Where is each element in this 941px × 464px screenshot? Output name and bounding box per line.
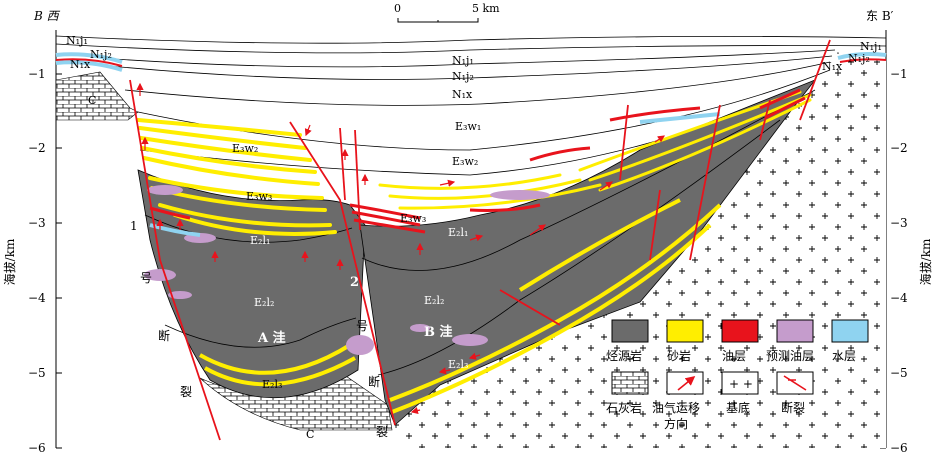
left-tick-4: −4 [28, 291, 46, 305]
right-tick-5: −5 [890, 366, 908, 380]
fault-2 [289, 121, 396, 426]
right-tick-2: −2 [890, 141, 908, 155]
fault2-char-3: 断 [368, 374, 380, 389]
fault1-char-1: 1 [130, 219, 138, 233]
label-nx-center: N₁x [452, 88, 473, 101]
scale-end: 5 km [472, 2, 500, 15]
right-tick-4: −4 [890, 291, 908, 305]
legend: + + [611, 319, 869, 395]
label-e2l3-right: E₂l₃ [448, 358, 468, 371]
legend-swatch-predicted-oil [776, 319, 814, 343]
label-e3w2-center: E₃w₂ [452, 155, 478, 168]
left-tick-1: −1 [28, 67, 46, 81]
legend-label-limestone: 石灰岩 [606, 400, 642, 415]
fault1-char-2: 号 [140, 271, 152, 285]
legend-swatch-migration [666, 371, 704, 395]
fault1-char-3: 断 [158, 328, 170, 343]
fault2-char-4: 裂 [376, 425, 388, 439]
legend-label-water: 水层 [832, 349, 856, 363]
section-east-label: 东 B′ [866, 9, 894, 23]
legend-label-predicted-oil: 预测油层 [766, 349, 814, 363]
basement [395, 52, 886, 448]
label-e2l2-right: E₂l₂ [424, 294, 444, 307]
legend-swatch-water [831, 319, 869, 343]
label-nj2-center: N₁j₂ [452, 70, 474, 83]
label-e2l2-left: E₂l₂ [254, 296, 274, 309]
label-nj1-right: N₁j₁ [860, 40, 882, 53]
label-nx-left: N₁x [70, 58, 91, 71]
label-e3w3-left: E₃w₃ [246, 190, 272, 203]
legend-swatch-oil [721, 319, 759, 343]
scale-start: 0 [394, 2, 401, 15]
left-axis-title: 海拔/km [2, 238, 17, 285]
legend-label-basement: 基底 [726, 400, 750, 415]
left-limestone [55, 71, 139, 121]
legend-label-sandstone: 砂岩 [667, 348, 691, 363]
scale-bar [397, 18, 479, 23]
legend-swatch-sandstone [666, 319, 704, 343]
fault2-char-2: 号 [356, 319, 368, 333]
label-e3w2-left: E₃w₂ [232, 142, 258, 155]
depression-a-label: A 洼 [257, 330, 286, 346]
fault2-char-1: 2 [350, 275, 359, 290]
depression-b-label: B 洼 [424, 324, 453, 340]
section-body [55, 35, 887, 448]
label-nj1-left: N₁j₁ [66, 34, 88, 47]
left-tick-3: −3 [28, 216, 46, 230]
fault1-char-4: 裂 [180, 385, 192, 399]
label-nx-right: N₁x [822, 60, 843, 73]
section-west-label: B 西 [33, 9, 61, 23]
label-c-bottom: C [306, 428, 314, 441]
label-e2l1-left: E₂l₁ [250, 234, 270, 247]
legend-swatch-limestone [611, 371, 649, 395]
left-tick-2: −2 [28, 141, 46, 155]
legend-label-oil: 油层 [722, 349, 746, 363]
migration-arrow-icon [677, 375, 696, 391]
label-e3w3-center: E₃w₃ [400, 212, 426, 225]
basement-plus-icon: + + [729, 377, 753, 391]
label-e3w1: E₃w₁ [455, 120, 481, 133]
right-axis-title: 海拔/km [918, 238, 933, 285]
label-e2l3-left: E₂l₃ [262, 378, 282, 391]
label-nj2-right: N₁j₂ [848, 52, 870, 65]
right-tick-6: −6 [890, 441, 908, 455]
legend-label-source-rock: 烃源岩 [606, 348, 642, 363]
label-nj1-center: N₁j₁ [452, 54, 474, 67]
right-tick-1: −1 [890, 67, 908, 81]
right-tick-3: −3 [890, 216, 908, 230]
fault-1 [129, 79, 221, 441]
fault-symbol-icon [783, 375, 807, 391]
left-tick-5: −5 [28, 366, 46, 380]
label-nj2-left: N₁j₂ [90, 48, 112, 61]
legend-label-fault: 断裂 [781, 400, 805, 415]
legend-swatch-source-rock [611, 319, 649, 343]
left-tick-6: −6 [28, 441, 46, 455]
label-c-left: C [88, 94, 96, 107]
label-e2l1-right: E₂l₁ [448, 226, 468, 239]
legend-label-migration-line2: 方向 [664, 416, 688, 431]
legend-swatch-basement [721, 371, 759, 395]
